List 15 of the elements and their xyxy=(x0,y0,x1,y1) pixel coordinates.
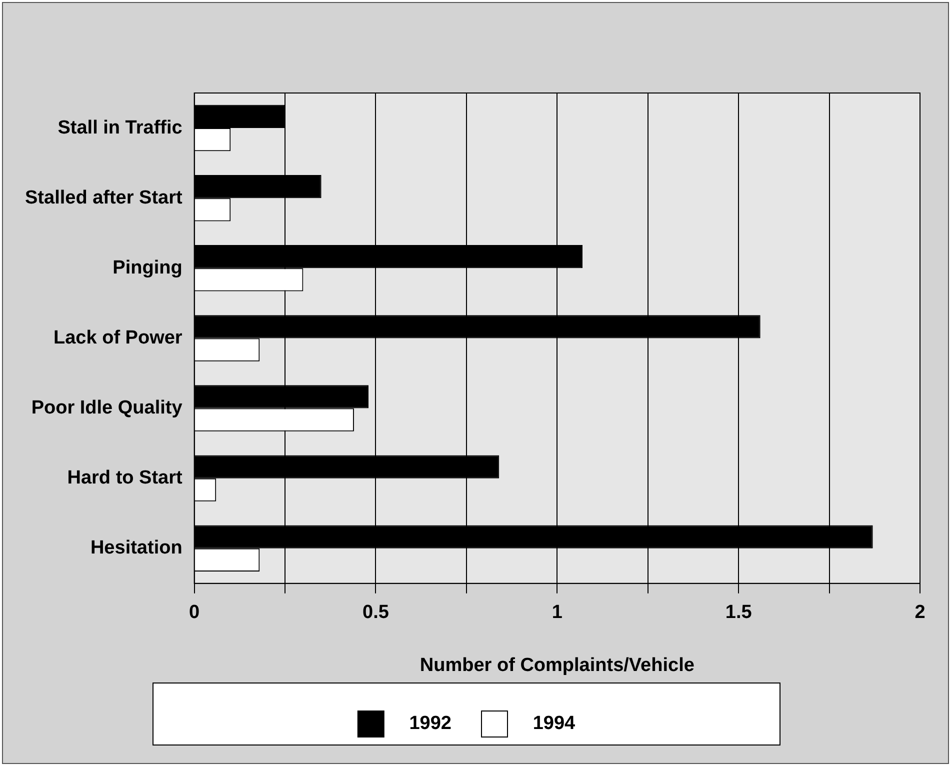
x-tick-label: 1.5 xyxy=(725,602,752,624)
y-tick-label: Hard to Start xyxy=(67,468,183,489)
legend-label: 1992 xyxy=(393,713,452,734)
y-tick-label: Poor Idle Quality xyxy=(31,397,183,418)
y-tick-label: Stall in Traffic xyxy=(58,117,183,138)
y-tick-label: Hesitation xyxy=(90,538,182,559)
x-tick-label: 1 xyxy=(552,602,563,624)
x-tick-label: 2 xyxy=(914,602,926,624)
x-axis-title: Number of Complaints/Vehicle xyxy=(420,654,694,676)
x-tick-label: 0 xyxy=(189,602,200,624)
y-tick-label: Pinging xyxy=(112,257,182,278)
x-tick-label: 0.5 xyxy=(362,602,390,624)
legend-label: 1994 xyxy=(517,713,576,734)
y-tick-label: Lack of Power xyxy=(53,327,183,348)
y-tick-label: Stalled after Start xyxy=(24,187,183,208)
